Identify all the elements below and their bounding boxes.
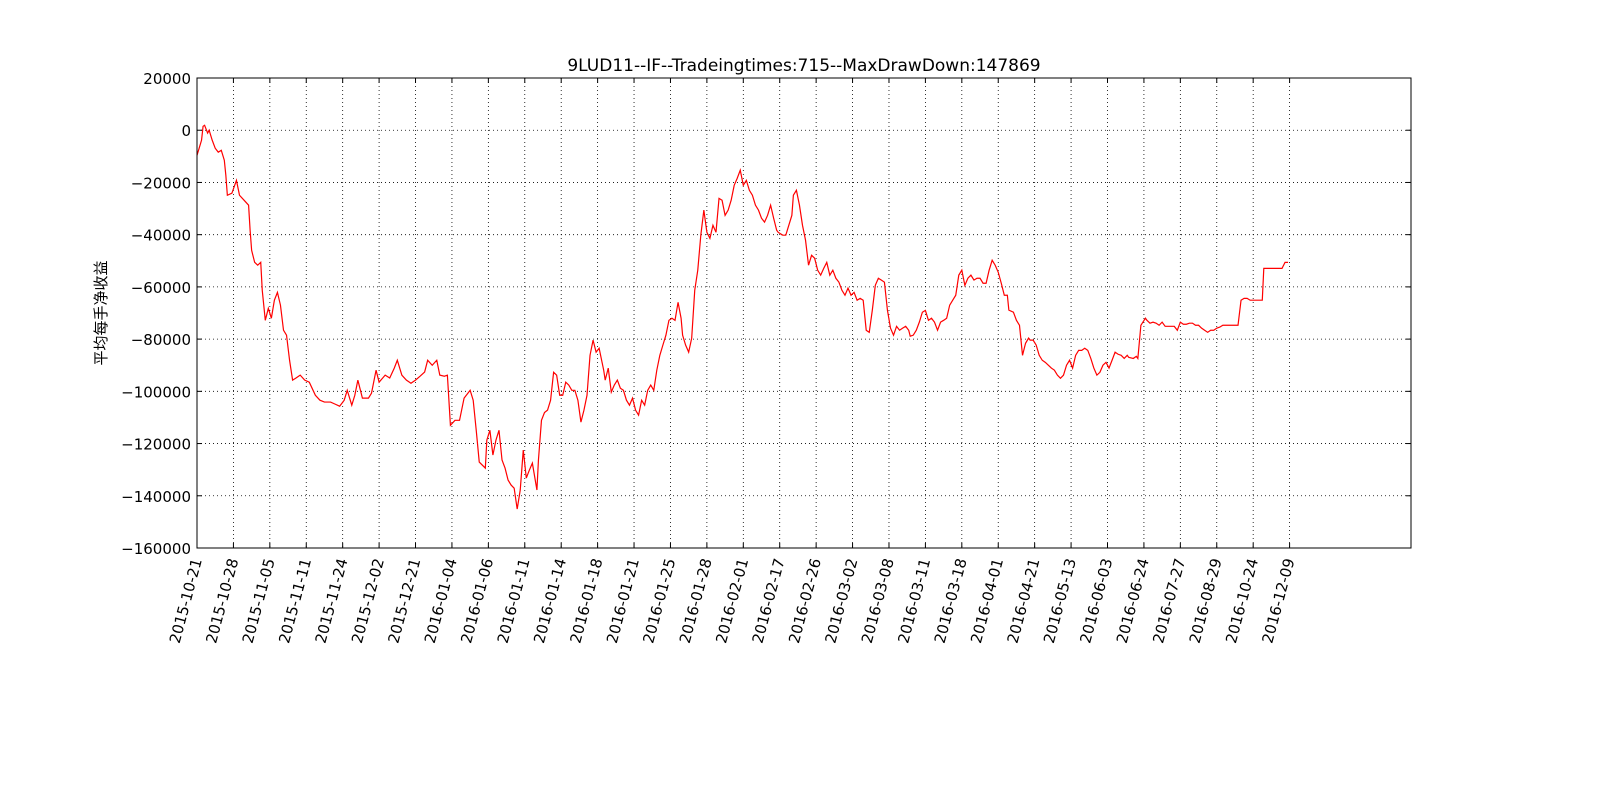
x-tick-label: 2015-12-21: [384, 556, 424, 645]
x-tick-label: 2015-10-21: [166, 556, 206, 645]
x-tick-label: 2015-10-28: [202, 556, 242, 645]
y-axis-label: 平均每手净收益: [92, 260, 110, 365]
x-tick-label: 2016-10-24: [1222, 556, 1262, 645]
x-tick-label: 2016-01-11: [494, 556, 534, 645]
y-tick-label: −40000: [131, 227, 191, 245]
x-tick-label: 2016-02-17: [749, 556, 789, 645]
x-tick-label: 2015-11-24: [312, 556, 352, 645]
x-tick-label: 2016-05-13: [1040, 556, 1080, 645]
x-tick-label: 2016-01-18: [567, 556, 607, 645]
x-tick-label: 2016-01-21: [603, 556, 643, 645]
y-tick-label: 0: [181, 122, 191, 140]
x-tick-label: 2016-03-11: [894, 556, 934, 645]
x-tick-label: 2016-04-01: [967, 556, 1007, 645]
x-tick-label: 2016-03-18: [931, 556, 971, 645]
y-tick-label: −80000: [131, 331, 191, 349]
x-tick-label: 2016-04-21: [1004, 556, 1044, 645]
x-tick-label: 2016-12-09: [1259, 556, 1299, 645]
x-tick-label: 2015-12-02: [348, 556, 388, 645]
x-tick-label: 2016-03-02: [821, 556, 861, 645]
x-tick-label: 2016-02-01: [712, 556, 752, 645]
x-tick-label: 2015-11-11: [275, 556, 315, 645]
x-tick-label: 2016-07-27: [1149, 556, 1189, 645]
x-tick-label: 2016-06-03: [1076, 556, 1116, 645]
x-tick-label: 2016-08-29: [1186, 556, 1226, 645]
x-tick-label: 2016-03-08: [858, 556, 898, 645]
x-tick-label: 2016-02-26: [785, 556, 825, 645]
y-tick-label: −100000: [121, 383, 191, 401]
x-tick-label: 2016-01-14: [530, 556, 570, 645]
x-tick-label: 2016-01-04: [421, 556, 461, 645]
y-tick-label: 20000: [143, 70, 191, 88]
x-tick-label: 2016-06-24: [1113, 556, 1153, 645]
y-tick-label: −160000: [121, 540, 191, 558]
y-tick-label: −60000: [131, 279, 191, 297]
chart-title: 9LUD11--IF--Tradeingtimes:715--MaxDrawDo…: [567, 56, 1040, 76]
x-tick-label: 2015-11-05: [239, 556, 279, 645]
plot-frame: [196, 77, 1412, 549]
y-tick-label: −140000: [121, 488, 191, 506]
x-tick-label: 2016-01-28: [676, 556, 716, 645]
y-tick-label: −120000: [121, 436, 191, 454]
data-line: [196, 124, 1289, 510]
x-tick-label: 2016-01-06: [457, 556, 497, 645]
x-tick-label: 2016-01-25: [639, 556, 679, 645]
y-tick-label: −20000: [131, 174, 191, 192]
